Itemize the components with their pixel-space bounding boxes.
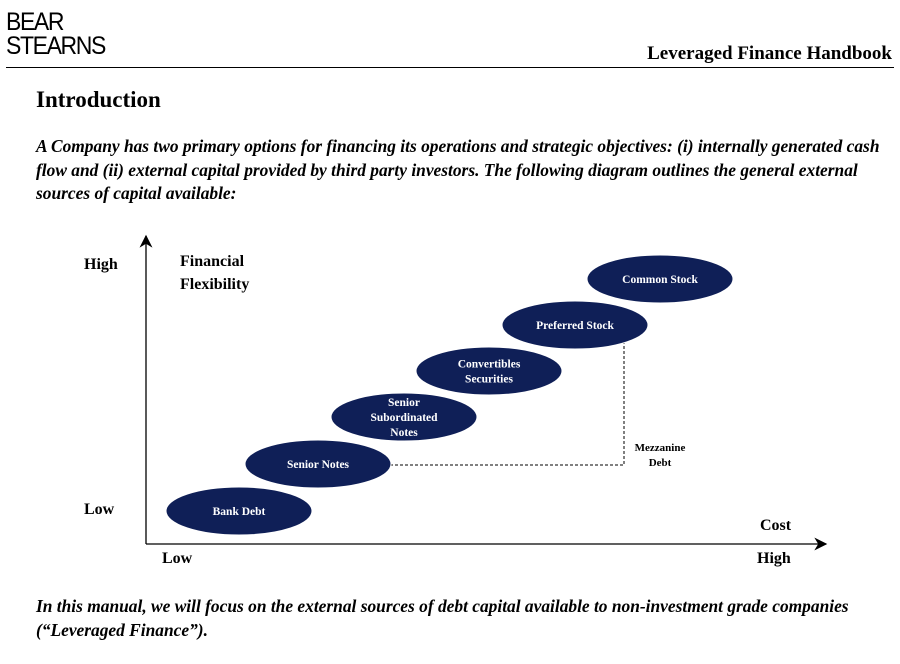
security-label-line: Subordinated (370, 412, 438, 424)
footer-paragraph: In this manual, we will focus on the ext… (36, 596, 849, 640)
logo-line-1: BEAR (6, 8, 65, 36)
y-axis-title-line1: Financial (180, 253, 245, 270)
intro-paragraph: A Company has two primary options for fi… (36, 136, 880, 203)
security-label: Senior Subordinated Notes (370, 397, 438, 439)
security-label-line: Senior Notes (287, 459, 350, 471)
security-ellipse (244, 439, 392, 489)
y-axis-title-line2: Flexibility (180, 276, 249, 293)
security-senior-notes: Senior Notes (244, 439, 392, 489)
security-label-line: Bank Debt (213, 506, 266, 518)
security-senior-subordinated-notes: Senior Subordinated Notes (330, 392, 478, 442)
handbook-title: Leveraged Finance Handbook (647, 43, 892, 64)
security-ellipse (415, 346, 563, 396)
security-label: Senior Notes (287, 459, 350, 471)
security-label-line: Preferred Stock (536, 320, 614, 332)
x-axis-low-label: Low (162, 550, 193, 567)
security-label-line: Securities (465, 374, 513, 386)
security-label: Preferred Stock (536, 320, 614, 332)
security-ellipse (586, 254, 734, 304)
security-label-line: Senior (388, 397, 420, 409)
security-bank-debt: Bank Debt (165, 486, 313, 536)
security-ellipse (501, 300, 649, 350)
security-convertibles-securities: Convertibles Securities (415, 346, 563, 396)
mezzanine-bracket (390, 341, 625, 466)
security-label: Common Stock (622, 274, 698, 286)
security-ellipse (330, 392, 478, 442)
security-label-line: Common Stock (622, 274, 698, 286)
mezzanine-label-line2: Debt (649, 457, 672, 469)
section-title: Introduction (36, 87, 161, 112)
security-label-line: Convertibles (458, 359, 521, 371)
x-axis-high-label: High (757, 550, 791, 567)
bear-stearns-logo: BEAR STEARNS (6, 8, 121, 60)
security-common-stock: Common Stock (586, 254, 734, 304)
logo-line-2: STEARNS (6, 32, 106, 60)
x-axis-title: Cost (760, 517, 792, 534)
mezzanine-label-line1: Mezzanine (635, 442, 686, 454)
security-preferred-stock: Preferred Stock (501, 300, 649, 350)
y-axis-high-label: High (84, 256, 118, 273)
y-axis-low-label: Low (84, 501, 115, 518)
security-label-line: Notes (390, 427, 418, 439)
security-ellipse (165, 486, 313, 536)
security-label: Convertibles Securities (458, 359, 521, 386)
header-divider (6, 67, 894, 68)
security-label: Bank Debt (213, 506, 266, 518)
